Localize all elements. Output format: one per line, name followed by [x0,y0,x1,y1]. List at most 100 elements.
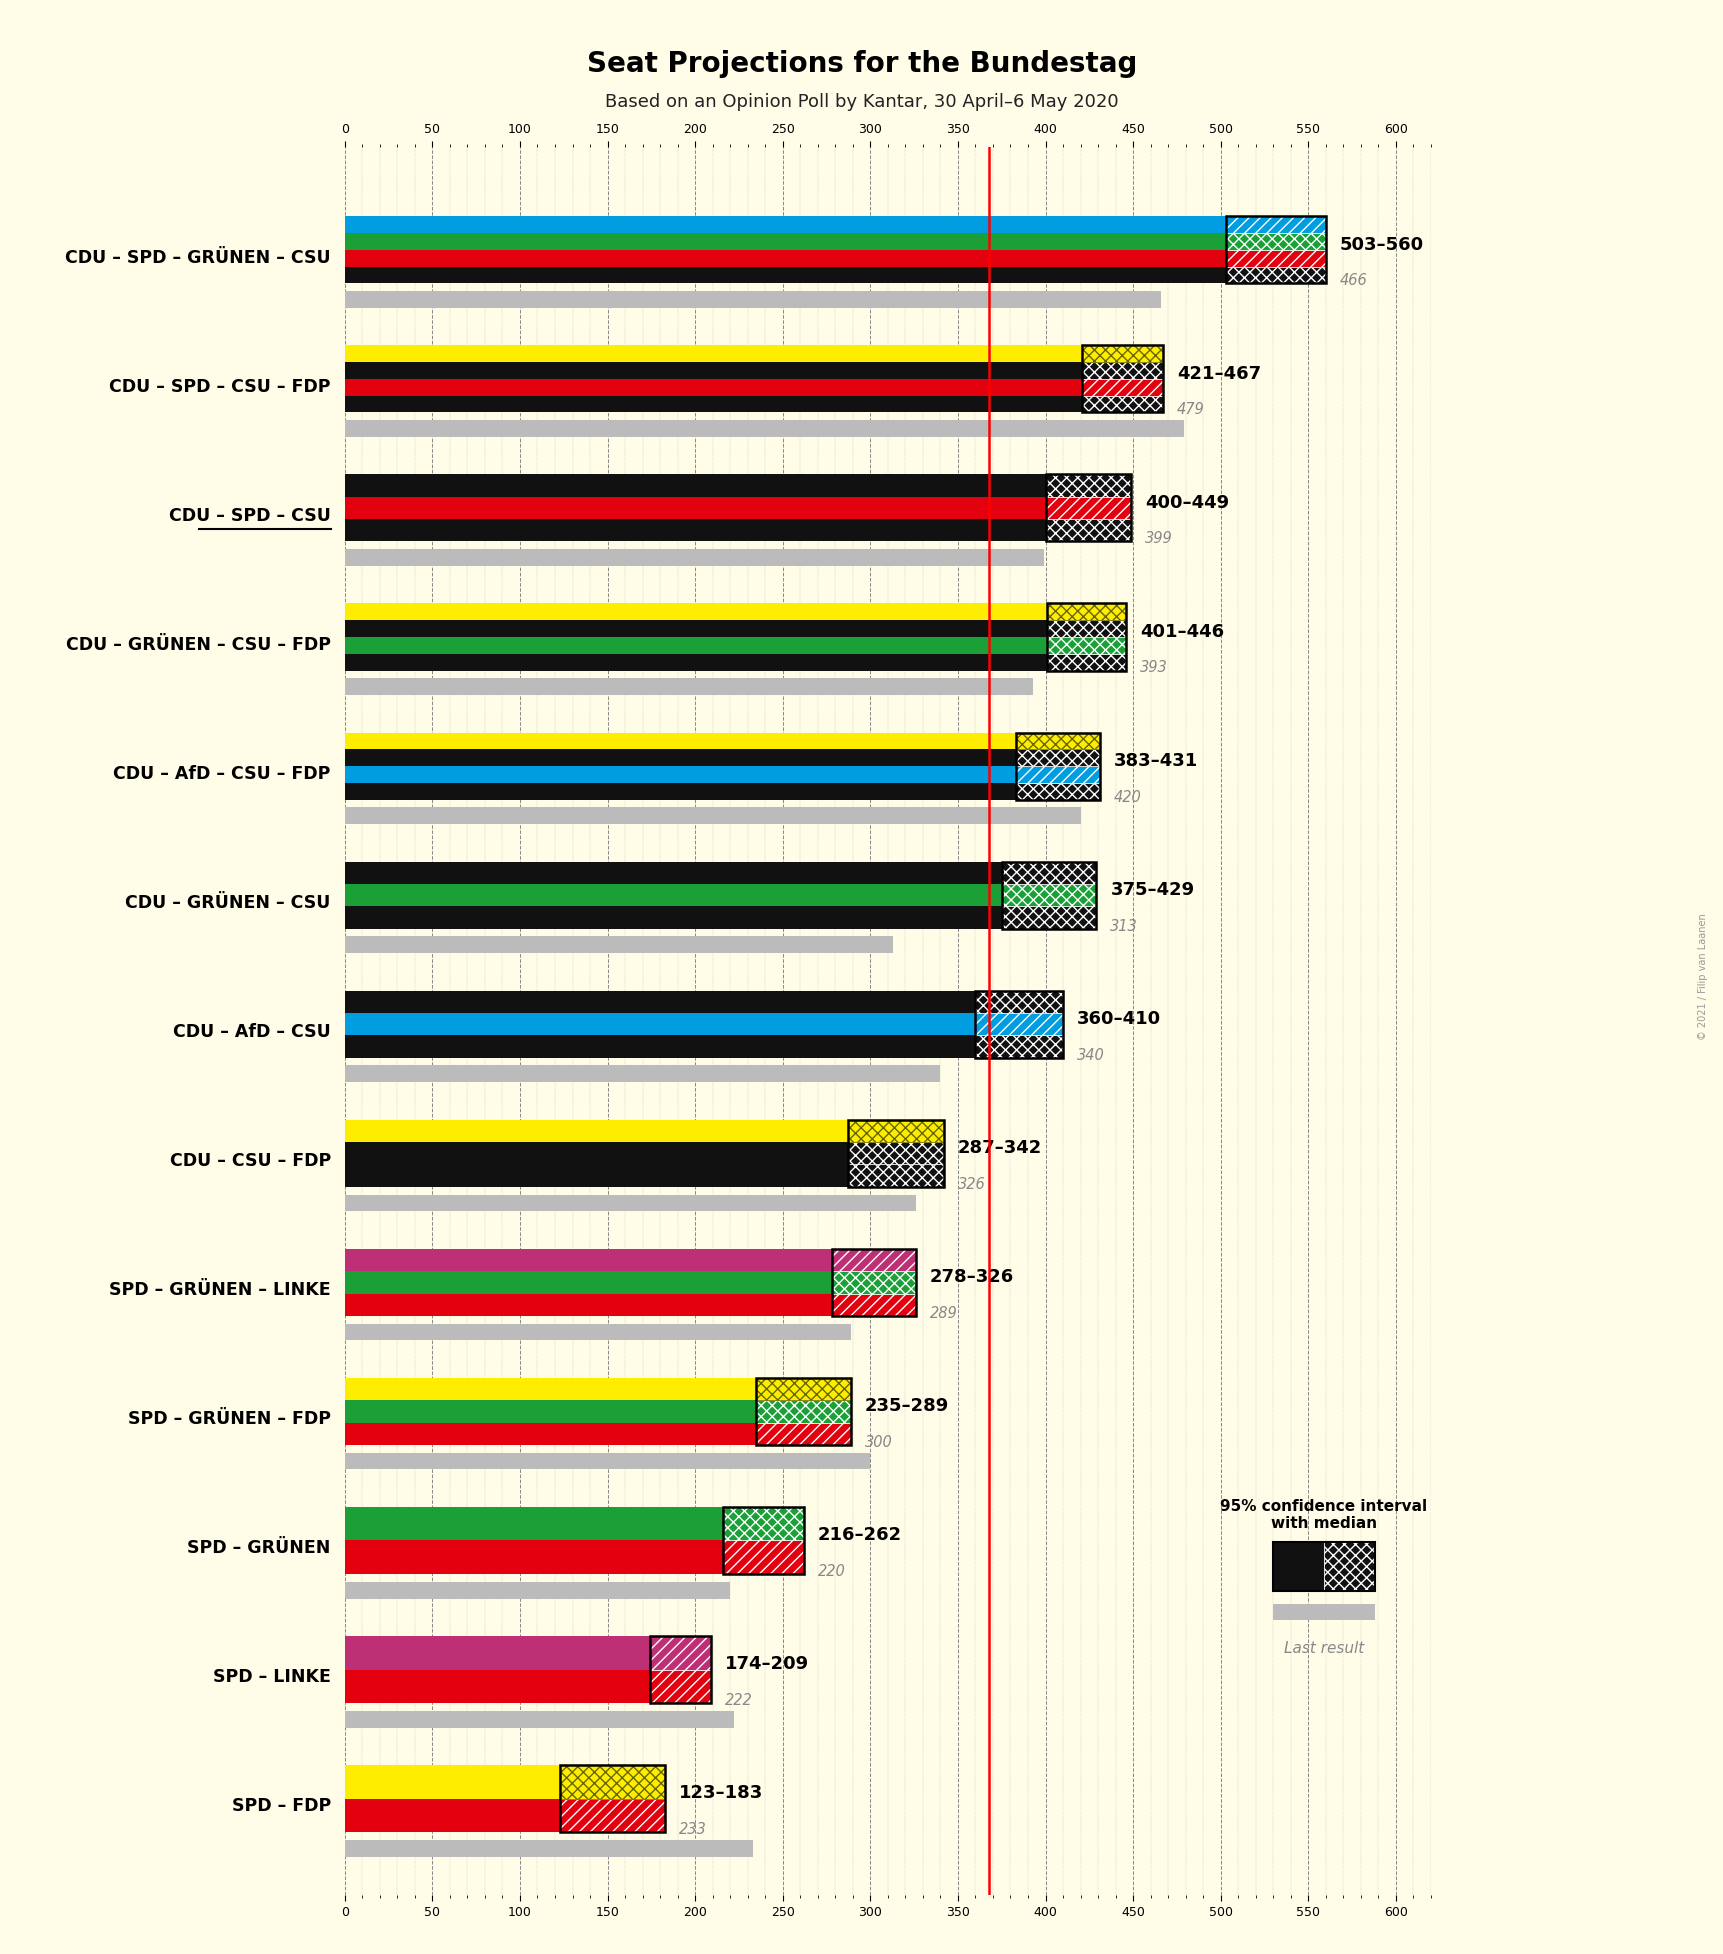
Text: 313: 313 [1110,918,1137,934]
Text: CDU – GRÜNEN – CSU – FDP: CDU – GRÜNEN – CSU – FDP [65,635,331,655]
Bar [345,907,1001,928]
Bar [345,1452,870,1469]
Bar [848,1165,944,1186]
Bar [1323,1542,1373,1591]
Bar [345,1194,915,1211]
Bar [345,291,1161,309]
Bar [1046,604,1125,619]
Bar [650,1635,710,1704]
Bar [1225,217,1325,233]
Bar [830,1249,915,1315]
Bar [975,1012,1063,1036]
Bar [1273,1604,1373,1620]
Bar [345,1669,650,1704]
Bar [345,1141,848,1165]
Text: 399: 399 [1144,531,1172,547]
Text: 393: 393 [1139,660,1166,676]
Bar [345,1378,756,1401]
Text: CDU – CSU – FDP: CDU – CSU – FDP [169,1153,331,1170]
Text: 340: 340 [1077,1047,1104,1063]
Bar [345,766,1015,784]
Bar [830,1272,915,1294]
Bar [345,1507,722,1540]
Text: CDU – SPD – CSU: CDU – SPD – CSU [169,506,331,526]
Bar [345,807,1080,825]
Bar [1044,475,1130,496]
Bar [1082,379,1163,395]
Text: 503–560: 503–560 [1339,236,1423,254]
Bar [975,991,1063,1057]
Bar [1082,395,1163,412]
Bar [756,1401,851,1423]
Text: CDU – SPD – GRÜNEN – CSU: CDU – SPD – GRÜNEN – CSU [65,248,331,266]
Bar [1046,655,1125,670]
Bar [345,1249,830,1272]
Text: Last result: Last result [1284,1641,1363,1657]
Bar [1082,361,1163,379]
Bar [830,1294,915,1315]
Text: 401–446: 401–446 [1139,623,1223,641]
Text: 220: 220 [817,1563,844,1579]
Bar [345,1581,731,1598]
Bar [345,1120,848,1141]
Bar [756,1378,851,1401]
Text: CDU – AfD – CSU – FDP: CDU – AfD – CSU – FDP [114,764,331,784]
Bar [345,1272,830,1294]
Bar [1225,217,1325,283]
Bar [1273,1542,1323,1591]
Bar [345,1540,722,1575]
Bar [1046,619,1125,637]
Text: SPD – GRÜNEN: SPD – GRÜNEN [188,1540,331,1557]
Bar [345,1323,851,1340]
Bar [345,748,1015,766]
Bar [345,619,1046,637]
Bar [345,233,1225,250]
Text: 287–342: 287–342 [958,1139,1042,1157]
Bar [345,936,893,954]
Bar [722,1540,803,1575]
Text: 326: 326 [958,1176,986,1192]
Bar [1082,346,1163,361]
Bar [345,475,1044,496]
Bar [1015,733,1099,799]
Bar [345,1065,939,1083]
Bar [345,361,1082,379]
Text: 421–467: 421–467 [1177,365,1260,383]
Bar [830,1249,915,1272]
Text: 375–429: 375–429 [1110,881,1194,899]
Bar [560,1764,665,1798]
Bar [848,1141,944,1165]
Text: 95% confidence interval
with median: 95% confidence interval with median [1220,1499,1427,1532]
Bar [345,991,975,1012]
Bar [345,420,1184,438]
Text: 278–326: 278–326 [929,1268,1013,1286]
Bar [345,1012,975,1036]
Text: 466: 466 [1339,274,1366,289]
Bar [345,549,1042,567]
Bar [1273,1542,1373,1591]
Text: Seat Projections for the Bundestag: Seat Projections for the Bundestag [586,51,1137,78]
Bar [345,1165,848,1186]
Bar [1044,475,1130,541]
Bar [345,1635,650,1669]
Text: 174–209: 174–209 [724,1655,808,1673]
Text: SPD – FDP: SPD – FDP [231,1798,331,1815]
Bar [1044,496,1130,520]
Bar [345,784,1015,799]
Bar [345,346,1082,361]
Bar [345,1294,830,1315]
Bar [1001,883,1096,907]
Bar [722,1507,803,1540]
Bar [1044,520,1130,541]
Bar [722,1507,803,1575]
Bar [756,1423,851,1444]
Text: 383–431: 383–431 [1113,752,1197,770]
Bar [345,733,1015,748]
Text: Based on an Opinion Poll by Kantar, 30 April–6 May 2020: Based on an Opinion Poll by Kantar, 30 A… [605,92,1118,111]
Bar [1001,862,1096,928]
Bar [345,1764,560,1798]
Text: 420: 420 [1113,789,1141,805]
Bar [1015,733,1099,748]
Text: SPD – GRÜNEN – LINKE: SPD – GRÜNEN – LINKE [109,1282,331,1299]
Bar [1015,784,1099,799]
